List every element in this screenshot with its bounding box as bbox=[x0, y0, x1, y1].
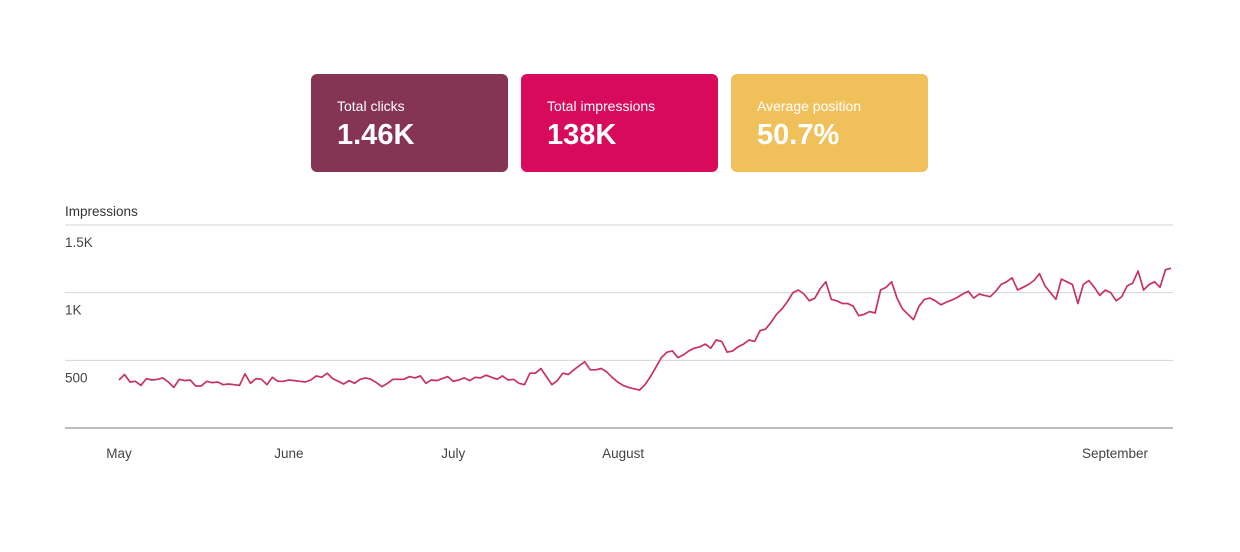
average-position-label: Average position bbox=[757, 98, 862, 114]
metric-cards: Total clicks 1.46K Total impressions 138… bbox=[311, 74, 928, 172]
series-line-impressions bbox=[118, 267, 1172, 391]
total-clicks-value: 1.46K bbox=[337, 119, 415, 151]
y-tick-label: 1K bbox=[65, 303, 82, 318]
total-clicks-label: Total clicks bbox=[337, 98, 405, 114]
average-position-value: 50.7% bbox=[757, 119, 840, 151]
total-clicks-card[interactable]: Total clicks 1.46K bbox=[311, 74, 508, 172]
average-position-card[interactable]: Average position 50.7% bbox=[731, 74, 928, 172]
x-tick-labels: May June July August September bbox=[106, 446, 1148, 461]
total-impressions-card[interactable]: Total impressions 138K bbox=[521, 74, 718, 172]
chart-grid bbox=[65, 224, 1173, 429]
x-tick-label-august: August bbox=[602, 446, 644, 461]
y-tick-labels: 500 1K 1.5K bbox=[65, 235, 93, 385]
y-tick-label: 1.5K bbox=[65, 235, 93, 250]
total-impressions-value: 138K bbox=[547, 119, 617, 151]
x-tick-label-july: July bbox=[441, 446, 465, 461]
x-tick-label-september: September bbox=[1082, 446, 1149, 461]
total-impressions-label: Total impressions bbox=[547, 98, 656, 114]
y-tick-label: 500 bbox=[65, 370, 88, 385]
x-tick-label-june: June bbox=[274, 446, 303, 461]
x-tick-label-may: May bbox=[106, 446, 132, 461]
y-axis-title: Impressions bbox=[65, 204, 138, 219]
